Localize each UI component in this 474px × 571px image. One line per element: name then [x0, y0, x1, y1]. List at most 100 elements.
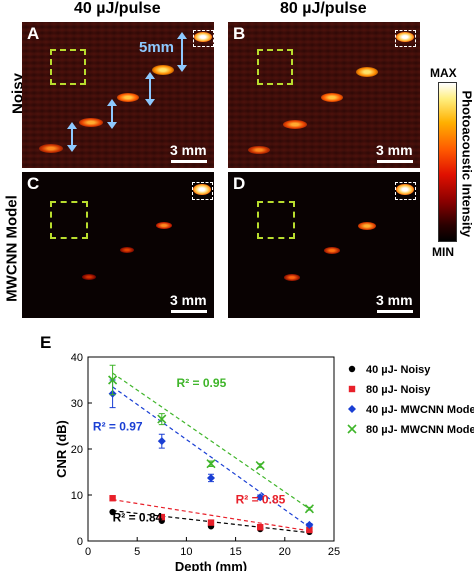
r2-label: R² = 0.97 — [93, 420, 143, 434]
x-tick-label: 15 — [229, 546, 241, 558]
panel-label: D — [233, 174, 246, 193]
colorbar — [438, 82, 457, 242]
data-point — [157, 437, 166, 446]
y-axis-label: CNR (dB) — [54, 420, 69, 478]
spacing-arrow — [177, 32, 187, 72]
scale-bar-label: 3 mm — [376, 292, 413, 308]
chart-legend: 40 µJ- Noisy 80 µJ- Noisy 40 µJ- MWCNN Mod… — [347, 364, 474, 436]
data-point — [207, 473, 215, 482]
data-point — [207, 519, 215, 526]
target-roi-box — [192, 182, 213, 200]
data-point — [206, 459, 216, 469]
data-point — [348, 405, 356, 413]
panel-label: B — [233, 24, 246, 43]
data-point — [108, 375, 118, 385]
row-label-model: MWCNN Model — [3, 195, 21, 302]
absorber-target — [117, 93, 139, 102]
scale-bar — [171, 310, 207, 313]
x-tick-label: 20 — [279, 546, 291, 558]
trend-line — [112, 386, 310, 528]
background-roi-box — [257, 201, 295, 239]
scale-bar-label: 3 mm — [170, 142, 207, 158]
data-point — [304, 504, 314, 514]
data-point — [347, 424, 357, 434]
panel-label-e: E — [40, 333, 52, 352]
scale-bar-label: 3 mm — [170, 292, 207, 308]
panel-label: C — [27, 174, 40, 193]
image-panel-b: B 3 mm — [228, 22, 420, 168]
scale-bar — [171, 160, 207, 163]
data-point — [348, 365, 356, 373]
cnr-depth-chart: 0 5 10 15 20 25 0 10 20 30 40 Depth (mm) CNR (dB) R²… — [54, 352, 474, 571]
colorbar-min-label: MIN — [432, 245, 454, 259]
absorber-target — [39, 144, 63, 153]
scale-bar — [377, 160, 413, 163]
legend-entry: 40 µJ- MWCNN Model — [366, 404, 474, 416]
colorbar-max-label: MAX — [430, 66, 457, 80]
x-tick-label: 5 — [134, 546, 140, 558]
data-point — [305, 520, 314, 529]
data-point — [306, 526, 313, 534]
absorber-target — [120, 247, 134, 253]
y-tick-label: 0 — [77, 536, 83, 548]
legend-entry: 80 µJ- Noisy — [366, 384, 431, 396]
trend-line — [112, 372, 310, 510]
absorber-target — [152, 65, 174, 75]
scale-bar-label: 3 mm — [376, 142, 413, 158]
data-point — [348, 385, 356, 393]
x-tick-label: 10 — [180, 546, 192, 558]
background-roi-box — [257, 49, 293, 85]
spacing-label: 5mm — [139, 39, 175, 56]
x-tick-label: 25 — [328, 546, 340, 558]
data-point — [157, 414, 167, 424]
spacing-arrow — [145, 72, 155, 106]
trend-line — [112, 499, 310, 532]
data-point — [257, 524, 264, 531]
x-tick-label: 0 — [85, 546, 91, 558]
absorber-target — [396, 184, 414, 195]
scale-bar — [377, 310, 413, 313]
colorbar-title: Photoacoustic Intensity — [459, 90, 474, 238]
background-roi-box — [50, 201, 88, 239]
r2-label: R² = 0.84 — [113, 511, 163, 525]
y-tick-label: 40 — [71, 352, 83, 364]
absorber-target — [358, 222, 376, 230]
r2-label: R² = 0.95 — [177, 376, 227, 390]
data-point — [109, 508, 116, 516]
y-tick-label: 20 — [71, 444, 83, 456]
absorber-target — [356, 67, 378, 77]
absorber-target — [283, 120, 307, 129]
image-panel-d: D 3 mm — [228, 172, 420, 318]
legend-entry: 80 µJ- MWCNN Model — [366, 424, 474, 436]
target-roi-box — [395, 182, 416, 200]
data-point — [158, 513, 165, 521]
absorber-target — [82, 274, 96, 280]
trend-lines — [112, 372, 310, 534]
spacing-arrow — [107, 99, 117, 129]
target-roi-box — [395, 30, 416, 47]
column-title-40uj: 40 µJ/pulse — [74, 0, 161, 17]
legend-entry: 40 µJ- Noisy — [366, 364, 431, 376]
absorber-target — [284, 274, 300, 281]
data-point — [255, 460, 265, 471]
panel-label: A — [27, 24, 40, 43]
y-tick-label: 10 — [71, 490, 83, 502]
spacing-arrow — [67, 122, 77, 152]
data-points — [108, 364, 314, 535]
y-tick-label: 30 — [71, 398, 83, 410]
absorber-target — [248, 146, 270, 154]
absorber-target — [324, 247, 340, 254]
image-panel-a: A 5mm 3 mm — [22, 22, 214, 168]
x-axis-label: Depth (mm) — [175, 559, 247, 571]
absorber-target — [193, 184, 211, 195]
data-point — [256, 493, 265, 502]
target-roi-box — [193, 30, 214, 47]
absorber-target — [321, 93, 343, 102]
chart-axes: 0 5 10 15 20 25 0 10 20 30 40 Depth (mm) CNR (dB) — [54, 352, 340, 571]
background-roi-box — [50, 49, 86, 85]
absorber-target — [156, 222, 172, 229]
r2-label: R² = 0.85 — [236, 492, 286, 506]
image-panel-c: C 3 mm — [22, 172, 214, 318]
absorber-target — [79, 118, 103, 127]
r2-labels: R² = 0.84 R² = 0.85 R² = 0.97 R² = 0.95 — [93, 376, 286, 525]
